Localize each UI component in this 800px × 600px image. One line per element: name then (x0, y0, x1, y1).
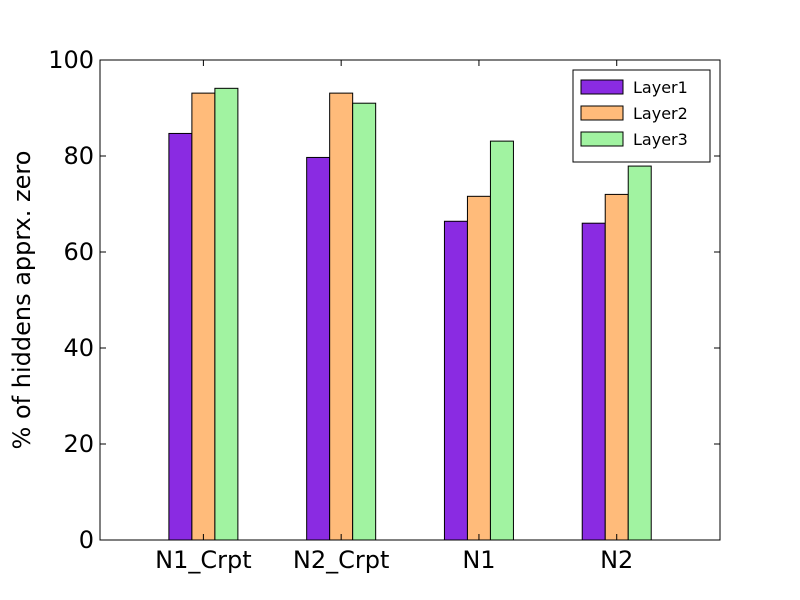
x-tick-label: N2_Crpt (293, 546, 390, 574)
legend-swatch-layer3 (580, 131, 624, 147)
y-tick-label: 0 (79, 526, 94, 554)
bar-layer3-n1 (489, 140, 514, 541)
y-tick-label: 40 (63, 334, 94, 362)
ticks-group: N1_Crpt N2_Crpt N1 N2 0 20 40 60 80 100 (48, 46, 720, 574)
x-tick-label: N2 (600, 546, 633, 574)
y-tick-label: 80 (63, 142, 94, 170)
y-tick-label: 100 (48, 46, 94, 74)
bar-layer3-n1_crpt (214, 87, 239, 541)
bar-layer2-n2_crpt (329, 92, 354, 541)
bar-layer1-n2_crpt (306, 156, 331, 541)
bar-layer3-n2 (627, 165, 652, 541)
bar-layer3-n2_crpt (352, 102, 377, 541)
y-tick-label: 20 (63, 430, 94, 458)
legend-label-layer2: Layer2 (633, 104, 688, 123)
bar-layer2-n2 (604, 193, 629, 541)
x-tick-label: N1 (462, 546, 495, 574)
bar-layer2-n1 (466, 195, 491, 541)
bar-layer2-n1_crpt (191, 92, 216, 541)
bar-layer1-n2 (581, 222, 606, 541)
y-axis-label: % of hiddens apprx. zero (8, 151, 36, 450)
legend: Layer1 Layer2 Layer3 (572, 69, 711, 163)
bars-group (168, 87, 652, 541)
legend-swatch-layer2 (580, 105, 624, 121)
bar-layer1-n1 (443, 220, 468, 541)
x-tick-label: N1_Crpt (155, 546, 252, 574)
y-tick-label: 60 (63, 238, 94, 266)
legend-swatch-layer1 (580, 79, 624, 95)
plot-frame (99, 59, 721, 541)
bar-layer1-n1_crpt (168, 132, 193, 541)
legend-label-layer3: Layer3 (633, 130, 688, 149)
legend-label-layer1: Layer1 (633, 78, 688, 97)
